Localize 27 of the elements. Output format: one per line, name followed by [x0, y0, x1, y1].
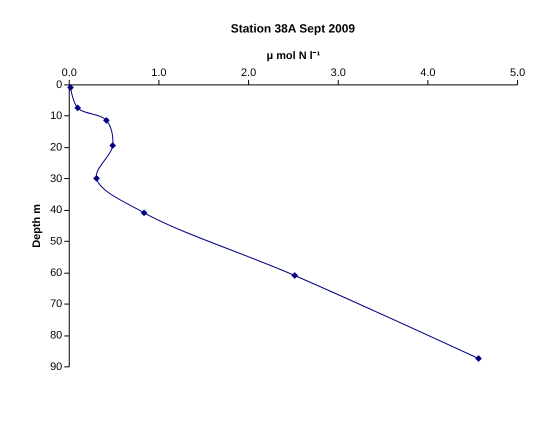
x-tick-label: 3.0 — [330, 66, 346, 79]
y-tick-label: 40 — [50, 204, 62, 216]
point — [67, 84, 74, 91]
point — [109, 142, 116, 149]
point — [74, 104, 82, 112]
y-tick-label: 0 — [56, 78, 62, 91]
y-tick-label: 20 — [50, 142, 62, 154]
point — [103, 117, 110, 124]
point — [140, 210, 148, 216]
y-tick-label: 50 — [50, 236, 62, 248]
point — [475, 355, 482, 362]
y-tick-label: 90 — [50, 360, 62, 373]
x-tick-label: 4.0 — [420, 66, 436, 79]
x-tick-label: 0.0 — [62, 66, 77, 79]
x-tick-label: 5.0 — [510, 66, 526, 79]
chart-title: Station 38A Sept 2009 — [230, 22, 356, 36]
x-tick-label: 1.0 — [151, 66, 167, 79]
y-tick-label: 60 — [50, 266, 62, 279]
y-axis-title: Depth m — [31, 204, 44, 248]
point — [93, 175, 100, 182]
y-tick-label: 30 — [50, 172, 62, 185]
y-tick-label: 80 — [50, 330, 62, 342]
y-tick-label: 70 — [50, 298, 62, 310]
y-tick-label: 10 — [50, 110, 62, 122]
point — [291, 272, 298, 279]
x-tick-label: 2.0 — [240, 66, 256, 79]
x-axis-title: μ mol N l⁻¹ — [266, 50, 321, 62]
